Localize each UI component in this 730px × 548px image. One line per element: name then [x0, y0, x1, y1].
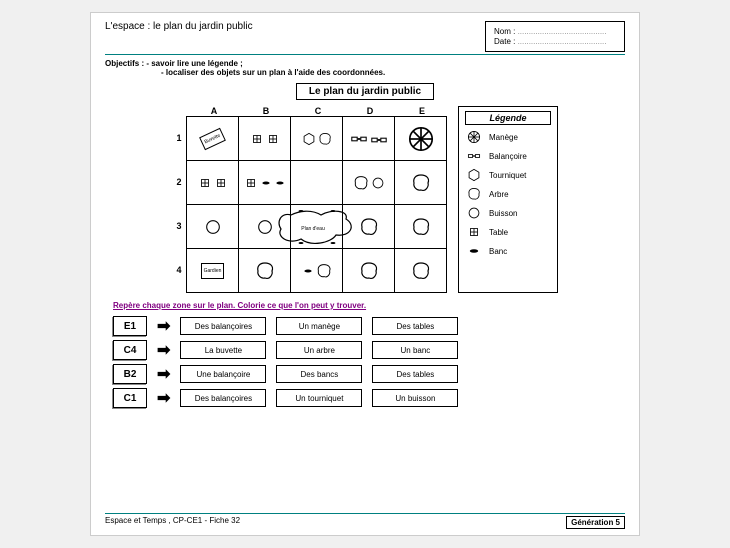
nom-label: Nom : [494, 27, 515, 36]
objectifs: Objectifs : - savoir lire une légende ; … [105, 59, 625, 77]
answer-option[interactable]: Un manège [276, 317, 362, 335]
legend-item: Table [465, 225, 551, 239]
date-line: ........................................ [518, 37, 607, 46]
banc-icon [465, 244, 483, 258]
legend-item: Manège [465, 130, 551, 144]
answer-row: E1 ➡ Des balançoires Un manège Des tables [113, 316, 625, 336]
page-title: L'espace : le plan du jardin public [105, 21, 253, 32]
footer-right: Génération 5 [566, 516, 625, 529]
legend-item: Buisson [465, 206, 551, 220]
col-label: D [344, 106, 396, 116]
answer-option[interactable]: Un arbre [276, 341, 362, 359]
cell-A2 [187, 161, 239, 205]
col-label: A [188, 106, 240, 116]
plan-grid: Buvette Plan d'eau Gardien [186, 116, 447, 293]
coord-box: C4 [113, 340, 147, 360]
legend-label: Banc [489, 247, 507, 256]
answer-option[interactable]: Un tourniquet [276, 389, 362, 407]
col-label: B [240, 106, 292, 116]
col-label: C [292, 106, 344, 116]
cell-A1: Buvette [187, 117, 239, 161]
coord-box: E1 [113, 316, 147, 336]
legend-item: Tourniquet [465, 168, 551, 182]
svg-text:Plan d'eau: Plan d'eau [301, 226, 325, 232]
answer-row: B2 ➡ Une balançoire Des bancs Des tables [113, 364, 625, 384]
cell-E1 [395, 117, 447, 161]
balancoire-icon [465, 149, 483, 163]
arrow-icon: ➡ [157, 388, 170, 408]
legend-title: Légende [465, 111, 551, 125]
legend-item: Balançoire [465, 149, 551, 163]
row-label: 2 [172, 160, 186, 204]
legend-label: Balançoire [489, 152, 527, 161]
answer-option[interactable]: Des bancs [276, 365, 362, 383]
cell-E4 [395, 249, 447, 293]
col-label: E [396, 106, 448, 116]
row-label: 4 [172, 248, 186, 292]
worksheet: L'espace : le plan du jardin public Nom … [90, 12, 640, 536]
buisson-icon [465, 206, 483, 220]
plan-title: Le plan du jardin public [296, 83, 434, 100]
cell-E3 [395, 205, 447, 249]
answer-row: C1 ➡ Des balançoires Un tourniquet Un buisso… [113, 388, 625, 408]
cell-A4: Gardien [187, 249, 239, 293]
answer-option[interactable]: Une balançoire [180, 365, 266, 383]
cell-E2 [395, 161, 447, 205]
cell-D4 [343, 249, 395, 293]
nom-line: ........................................ [518, 27, 607, 36]
arbre-icon [465, 187, 483, 201]
manege-icon [465, 130, 483, 144]
table-icon [465, 225, 483, 239]
cell-D2 [343, 161, 395, 205]
arrow-icon: ➡ [157, 316, 170, 336]
row-label: 3 [172, 204, 186, 248]
answer-row: C4 ➡ La buvette Un arbre Un banc [113, 340, 625, 360]
answer-option[interactable]: Des balançoires [180, 317, 266, 335]
obj-line1: Objectifs : - savoir lire une légende ; [105, 59, 625, 68]
divider [105, 54, 625, 55]
cell-C1 [291, 117, 343, 161]
header: L'espace : le plan du jardin public Nom … [105, 21, 625, 52]
cell-B4 [239, 249, 291, 293]
legend: Légende Manège Balançoire Tourniquet Arbre B… [458, 106, 558, 293]
answers: E1 ➡ Des balançoires Un manège Des tables C4 ➡… [113, 316, 625, 408]
coord-box: B2 [113, 364, 147, 384]
arrow-icon: ➡ [157, 364, 170, 384]
obj-line2: - localiser des objets sur un plan à l'a… [161, 68, 625, 77]
col-labels: ABCDE [188, 106, 448, 116]
answer-option[interactable]: La buvette [180, 341, 266, 359]
instruction: Repère chaque zone sur le plan. Colorie … [113, 301, 625, 310]
cell-C4 [291, 249, 343, 293]
arrow-icon: ➡ [157, 340, 170, 360]
coord-box: C1 [113, 388, 147, 408]
footer-left: Espace et Temps , CP-CE1 - Fiche 32 [105, 516, 240, 529]
cell-D1 [343, 117, 395, 161]
legend-item: Banc [465, 244, 551, 258]
legend-item: Arbre [465, 187, 551, 201]
legend-label: Arbre [489, 190, 509, 199]
legend-label: Buisson [489, 209, 517, 218]
cell-B1 [239, 117, 291, 161]
name-date-box: Nom : ..................................… [485, 21, 625, 52]
tourniquet-icon [465, 168, 483, 182]
cell-C2 [291, 161, 343, 205]
footer: Espace et Temps , CP-CE1 - Fiche 32 Géné… [105, 513, 625, 529]
cell-A3 [187, 205, 239, 249]
legend-label: Manège [489, 133, 518, 142]
answer-option[interactable]: Des tables [372, 317, 458, 335]
plan-area: ABCDE 1234 Buvette Plan d'eau Gardien Lége… [105, 106, 625, 293]
cell-B2 [239, 161, 291, 205]
legend-label: Table [489, 228, 508, 237]
answer-option[interactable]: Des balançoires [180, 389, 266, 407]
row-label: 1 [172, 116, 186, 160]
cell-D3 [343, 205, 395, 249]
answer-option[interactable]: Un buisson [372, 389, 458, 407]
row-labels: 1234 [172, 116, 186, 293]
date-label: Date : [494, 37, 515, 46]
grid-wrap: ABCDE 1234 Buvette Plan d'eau Gardien [172, 106, 448, 293]
answer-option[interactable]: Des tables [372, 365, 458, 383]
cell-C3: Plan d'eau [291, 205, 343, 249]
answer-option[interactable]: Un banc [372, 341, 458, 359]
legend-label: Tourniquet [489, 171, 526, 180]
